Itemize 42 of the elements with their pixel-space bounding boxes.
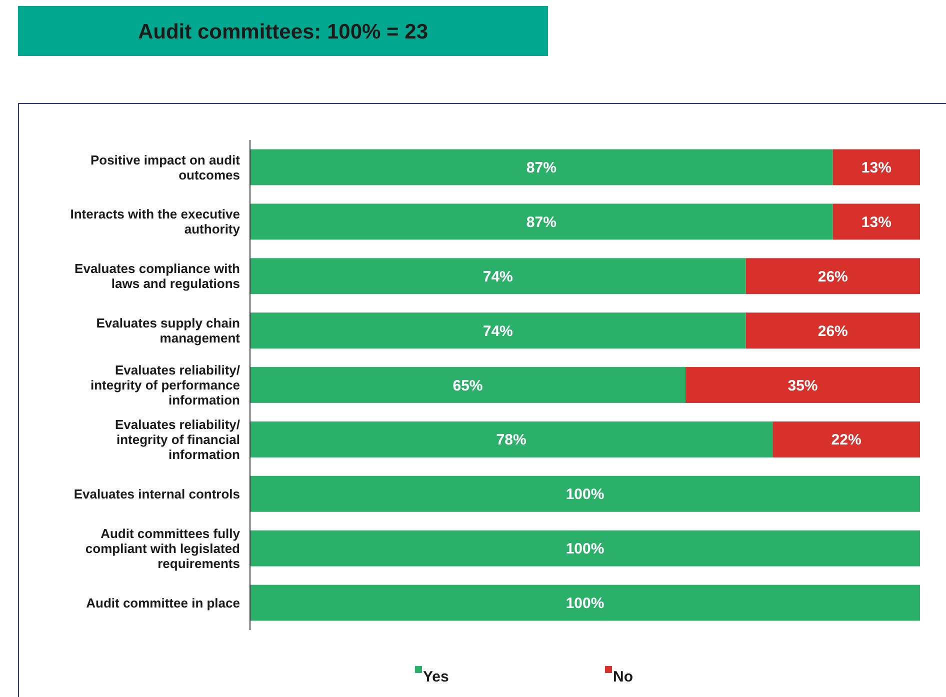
y-tick-label: Interacts with the executive authority <box>70 206 241 237</box>
y-tick-label: Evaluates reliability/ integrity of performance information <box>90 362 240 408</box>
legend-label: Yes <box>423 668 449 686</box>
data-label: 13% <box>861 159 892 176</box>
data-label: 78% <box>496 432 526 449</box>
chart-title: Audit committees: 100% = 23 <box>138 20 428 44</box>
bar <box>250 421 773 458</box>
data-label: 13% <box>861 214 892 231</box>
y-tick-label: Evaluates reliability/ integrity of financial information <box>114 416 240 462</box>
data-label: 87% <box>526 214 556 231</box>
bar <box>746 258 920 294</box>
bar <box>250 258 746 294</box>
y-tick-label: Evaluates internal controls <box>74 486 240 502</box>
bar <box>250 312 746 349</box>
bar <box>832 204 920 240</box>
y-tick-label: Evaluates compliance with laws and regulations <box>74 261 240 292</box>
bar <box>250 204 833 240</box>
data-label: 100% <box>566 595 604 612</box>
bar <box>250 584 920 621</box>
data-label: 100% <box>566 540 604 558</box>
bar <box>686 367 920 403</box>
data-label: 74% <box>482 268 513 286</box>
bar <box>250 530 920 566</box>
y-tick-label: Audit committee in place <box>86 595 240 610</box>
data-label: 26% <box>818 268 848 286</box>
data-label: 100% <box>566 486 604 504</box>
data-label: 26% <box>818 322 848 340</box>
data-label: 22% <box>831 432 862 449</box>
bar <box>746 312 920 349</box>
y-tick-label: Evaluates supply chain management <box>96 316 241 346</box>
bar <box>772 421 920 458</box>
bar <box>250 149 833 186</box>
bar <box>250 367 686 403</box>
data-label: 65% <box>452 377 483 394</box>
data-label: 35% <box>788 377 818 394</box>
bar <box>250 476 920 512</box>
y-tick-label: Audit committees fully compliant with legislated requirements <box>85 526 241 571</box>
data-label: 74% <box>482 322 513 340</box>
bar <box>832 149 920 186</box>
y-tick-label: Positive impact on audit outcomes <box>90 152 241 182</box>
data-label: 87% <box>526 159 556 176</box>
legend-label: No <box>613 668 633 686</box>
